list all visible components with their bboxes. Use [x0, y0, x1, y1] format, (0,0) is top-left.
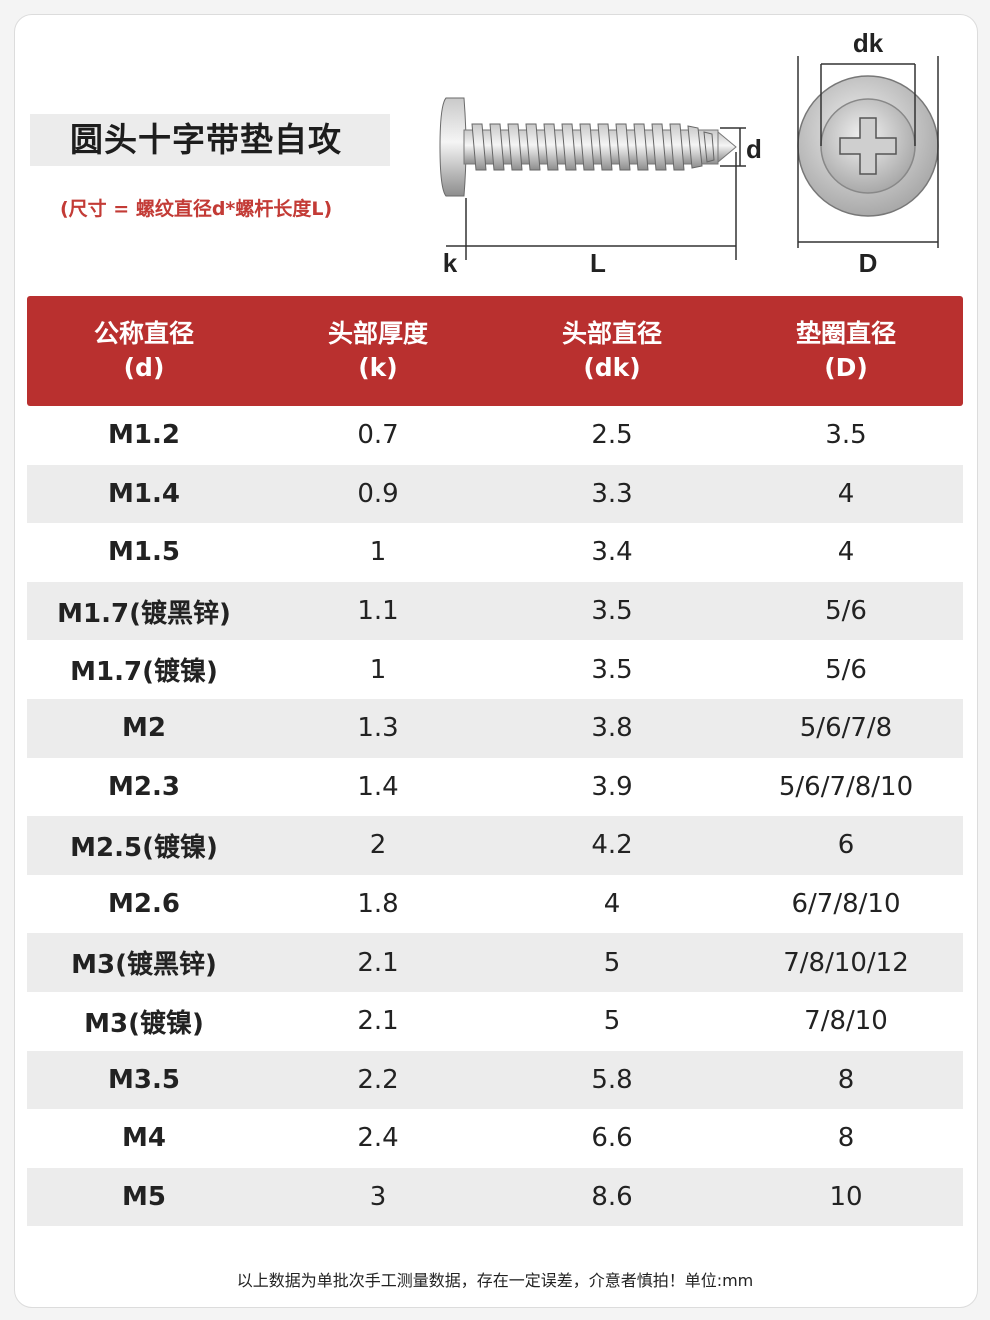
table-row: M2.5(镀镍) 2 4.2 6 [27, 816, 963, 875]
table-row: M4 2.4 6.6 8 [27, 1109, 963, 1168]
cell-nominal-diameter: M1.2 [108, 420, 180, 451]
table-row: M1.2 0.7 2.5 3.5 [27, 406, 963, 465]
table-row: M2.6 1.8 4 6/7/8/10 [27, 875, 963, 934]
table-row: M1.7(镀镍) 1 3.5 5/6 [27, 640, 963, 699]
cell-head-thickness: 0.7 [357, 420, 399, 451]
cell-head-diameter: 3.3 [591, 478, 633, 509]
cell-head-thickness: 1.8 [357, 889, 399, 920]
title-box [30, 114, 390, 166]
table-header: 公称直径 (d) 头部厚度 (k) 头部直径 (dk) 垫圈直径 (D) [27, 296, 963, 406]
header-label: 头部厚度 [327, 319, 428, 348]
cell-washer-diameter: 10 [829, 1182, 863, 1213]
cell-nominal-diameter: M2.5(镀镍) [70, 832, 218, 863]
table-row: M2 1.3 3.8 5/6/7/8 [27, 698, 963, 758]
cell-nominal-diameter: M3.5 [108, 1064, 180, 1095]
cell-head-thickness: 1.4 [357, 771, 399, 802]
cell-nominal-diameter: M1.7(镀镍) [70, 657, 218, 688]
cell-washer-diameter: 5/6/7/8 [799, 713, 893, 744]
cell-head-diameter: 8.6 [591, 1182, 633, 1213]
size-note: (尺寸 = 螺纹直径d*螺杆长度L) [60, 198, 333, 220]
diagram-label-k: k [443, 248, 458, 278]
cell-washer-diameter: 4 [837, 537, 855, 568]
cell-head-diameter: 2.5 [591, 420, 633, 451]
cell-head-diameter: 3.9 [591, 771, 633, 802]
cell-nominal-diameter: M2 [122, 713, 166, 744]
header-unit: (k) [358, 353, 398, 382]
cell-washer-diameter: 4 [837, 478, 855, 509]
cell-head-thickness: 2 [369, 830, 387, 861]
cell-head-diameter: 6.6 [591, 1123, 633, 1154]
cell-head-diameter: 3.5 [591, 654, 633, 685]
header-unit: (D) [824, 353, 868, 382]
cell-washer-diameter: 5/6 [825, 654, 867, 685]
header-washer-diameter: 垫圈直径 (D) [729, 296, 963, 406]
header-label: 垫圈直径 [795, 319, 896, 348]
cell-head-thickness: 1.1 [357, 596, 399, 627]
page-title: 圆头十字带垫自攻 [70, 120, 342, 159]
cell-nominal-diameter: M5 [122, 1182, 166, 1213]
table-row: M2.3 1.4 3.9 5/6/7/8/10 [27, 758, 963, 817]
cell-washer-diameter: 8 [837, 1123, 855, 1154]
cell-head-thickness: 1.3 [357, 713, 399, 744]
cell-head-thickness: 0.9 [357, 478, 399, 509]
screw-top-view: dk D [797, 28, 939, 278]
cell-washer-diameter: 7/8/10 [804, 1006, 888, 1037]
cell-head-diameter: 5.8 [591, 1064, 633, 1095]
screw-diagram: k L d dk D [439, 28, 939, 278]
cell-washer-diameter: 5/6/7/8/10 [778, 771, 914, 802]
table-row: M1.4 0.9 3.3 4 [27, 464, 963, 524]
cell-head-thickness: 1 [369, 654, 387, 685]
diagram-label-L: L [590, 248, 606, 278]
cell-nominal-diameter: M1.7(镀黑锌) [57, 598, 231, 629]
cell-head-thickness: 2.1 [357, 947, 399, 978]
spec-table: 公称直径 (d) 头部厚度 (k) 头部直径 (dk) 垫圈直径 (D) M1.… [27, 296, 963, 1227]
header-head-thickness: 头部厚度 (k) [261, 296, 495, 406]
cell-head-diameter: 5 [603, 1006, 621, 1037]
cell-washer-diameter: 5/6 [825, 596, 867, 627]
table-row: M3(镀镍) 2.1 5 7/8/10 [27, 992, 963, 1051]
cell-head-diameter: 3.8 [591, 713, 633, 744]
header-label: 公称直径 [93, 319, 194, 348]
cell-washer-diameter: 6/7/8/10 [791, 889, 901, 920]
table-body: M1.2 0.7 2.5 3.5 M1.4 0.9 3.3 4 M1.5 1 3.4 4 M1.7(镀黑… [27, 406, 963, 1227]
diagram-label-d: d [746, 134, 762, 164]
cell-washer-diameter: 6 [837, 830, 855, 861]
table-row: M1.5 1 3.4 4 [27, 523, 963, 582]
header-nominal-diameter: 公称直径 (d) [27, 296, 261, 406]
cell-head-diameter: 5 [603, 947, 621, 978]
cell-head-thickness: 2.1 [357, 1006, 399, 1037]
cell-head-diameter: 4.2 [591, 830, 633, 861]
cell-washer-diameter: 7/8/10/12 [783, 947, 909, 978]
table-row: M5 3 8.6 10 [27, 1167, 963, 1227]
cell-head-diameter: 3.4 [591, 537, 633, 568]
header-label: 头部直径 [561, 319, 662, 348]
footer-note: 以上数据为单批次手工测量数据，存在一定误差，介意者慎拍！单位:mm [236, 1271, 754, 1290]
cell-nominal-diameter: M3(镀黑锌) [71, 950, 217, 981]
header-head-diameter: 头部直径 (dk) [495, 296, 729, 406]
cell-washer-diameter: 8 [837, 1064, 855, 1095]
diagram-label-D: D [859, 248, 878, 278]
cell-nominal-diameter: M3(镀镍) [84, 1008, 204, 1039]
cell-head-diameter: 4 [603, 889, 621, 920]
cell-head-thickness: 1 [369, 537, 387, 568]
cell-washer-diameter: 3.5 [825, 420, 867, 451]
screw-side-view: k L d [439, 97, 762, 278]
table-row: M1.7(镀黑锌) 1.1 3.5 5/6 [27, 581, 963, 641]
diagram-label-dk: dk [853, 28, 884, 58]
cell-nominal-diameter: M2.3 [108, 771, 180, 802]
table-row: M3(镀黑锌) 2.1 5 7/8/10/12 [27, 933, 963, 992]
cell-head-diameter: 3.5 [591, 596, 633, 627]
cell-nominal-diameter: M1.4 [108, 478, 180, 509]
cell-nominal-diameter: M4 [122, 1123, 166, 1154]
table-row: M3.5 2.2 5.8 8 [27, 1050, 963, 1110]
cell-head-thickness: 2.2 [357, 1064, 399, 1095]
cell-head-thickness: 2.4 [357, 1123, 399, 1154]
header-unit: (dk) [583, 353, 641, 382]
cell-nominal-diameter: M2.6 [108, 889, 180, 920]
cell-nominal-diameter: M1.5 [108, 537, 180, 568]
header-unit: (d) [123, 353, 165, 382]
cell-head-thickness: 3 [369, 1182, 387, 1213]
